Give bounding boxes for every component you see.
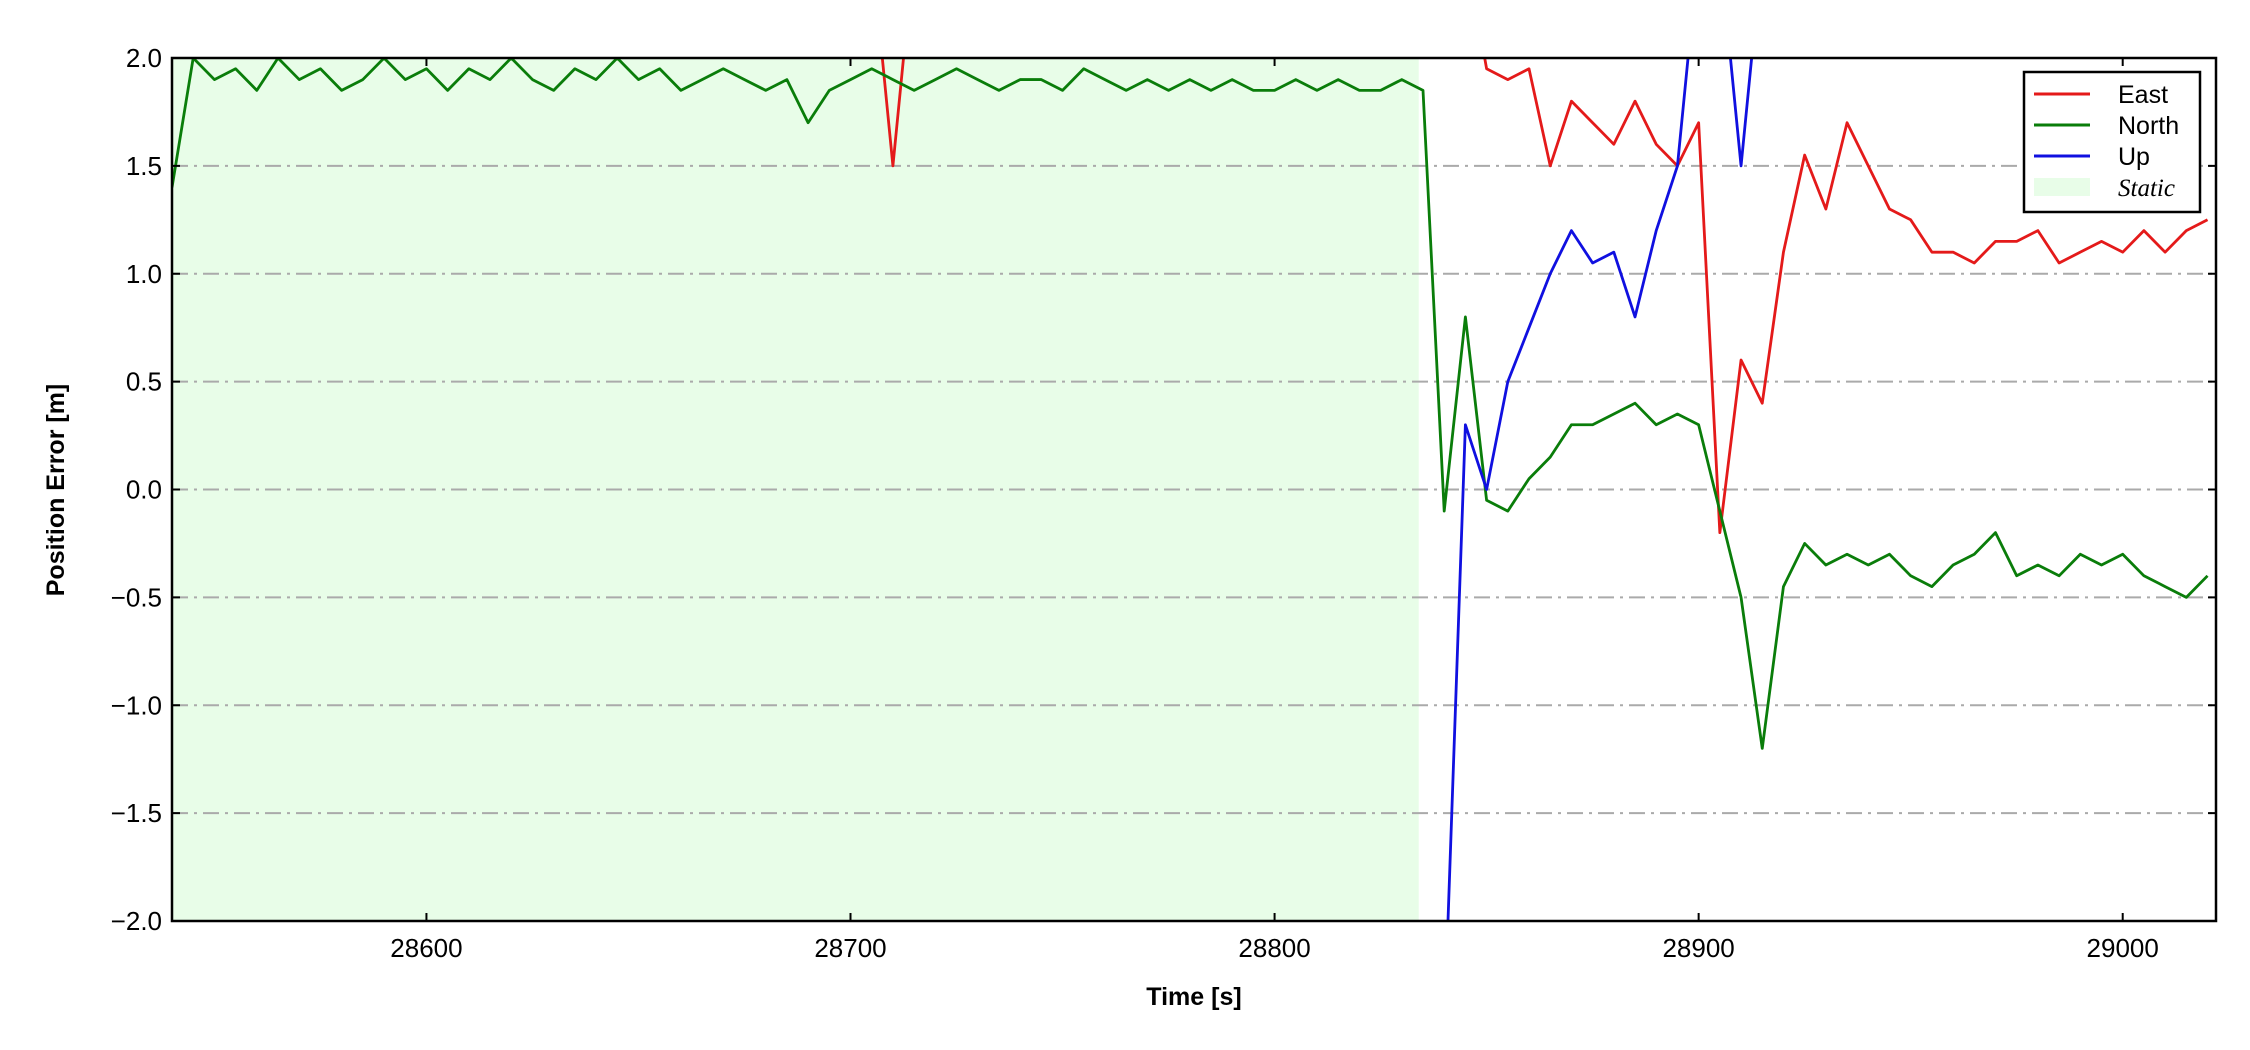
x-tick-label: 28800 — [1238, 933, 1310, 963]
series-line — [172, 58, 2209, 750]
x-tick-label: 29000 — [2087, 933, 2159, 963]
legend: East North Up Static — [2022, 70, 2202, 214]
legend-swatch — [2034, 178, 2090, 196]
plot-frame — [170, 56, 2218, 923]
axes-layer: −2.0 −1.5 −1.0 −0.5 0.0 0.5 1.0 1.5 2.0 28600 2870… — [111, 43, 2218, 963]
legend-text: North — [2118, 112, 2179, 140]
lines-layer — [172, 58, 2209, 921]
y-tick-label: 2.0 — [126, 43, 162, 73]
y-tick-label: −1.5 — [111, 798, 162, 828]
legend-text: Up — [2118, 143, 2150, 171]
series-line — [880, 58, 2209, 535]
x-tick-label: 28700 — [814, 933, 886, 963]
y-tick-label: 0.0 — [126, 475, 162, 505]
y-tick-label: 1.5 — [126, 151, 162, 181]
x-tick-label: 28600 — [390, 933, 462, 963]
x-axis-label: Time [s] — [1146, 983, 1241, 1011]
legend-text: East — [2118, 81, 2168, 109]
y-tick-label: 0.5 — [126, 367, 162, 397]
y-tick-label: −0.5 — [111, 582, 162, 612]
x-tick-label: 28900 — [1662, 933, 1734, 963]
y-tick-label: −2.0 — [111, 906, 162, 936]
series-line — [1446, 58, 1754, 921]
y-tick-label: 1.0 — [126, 259, 162, 289]
y-tick-label: −1.0 — [111, 690, 162, 720]
legend-text: Static — [2118, 175, 2175, 202]
y-axis-label: Position Error [m] — [42, 384, 70, 597]
